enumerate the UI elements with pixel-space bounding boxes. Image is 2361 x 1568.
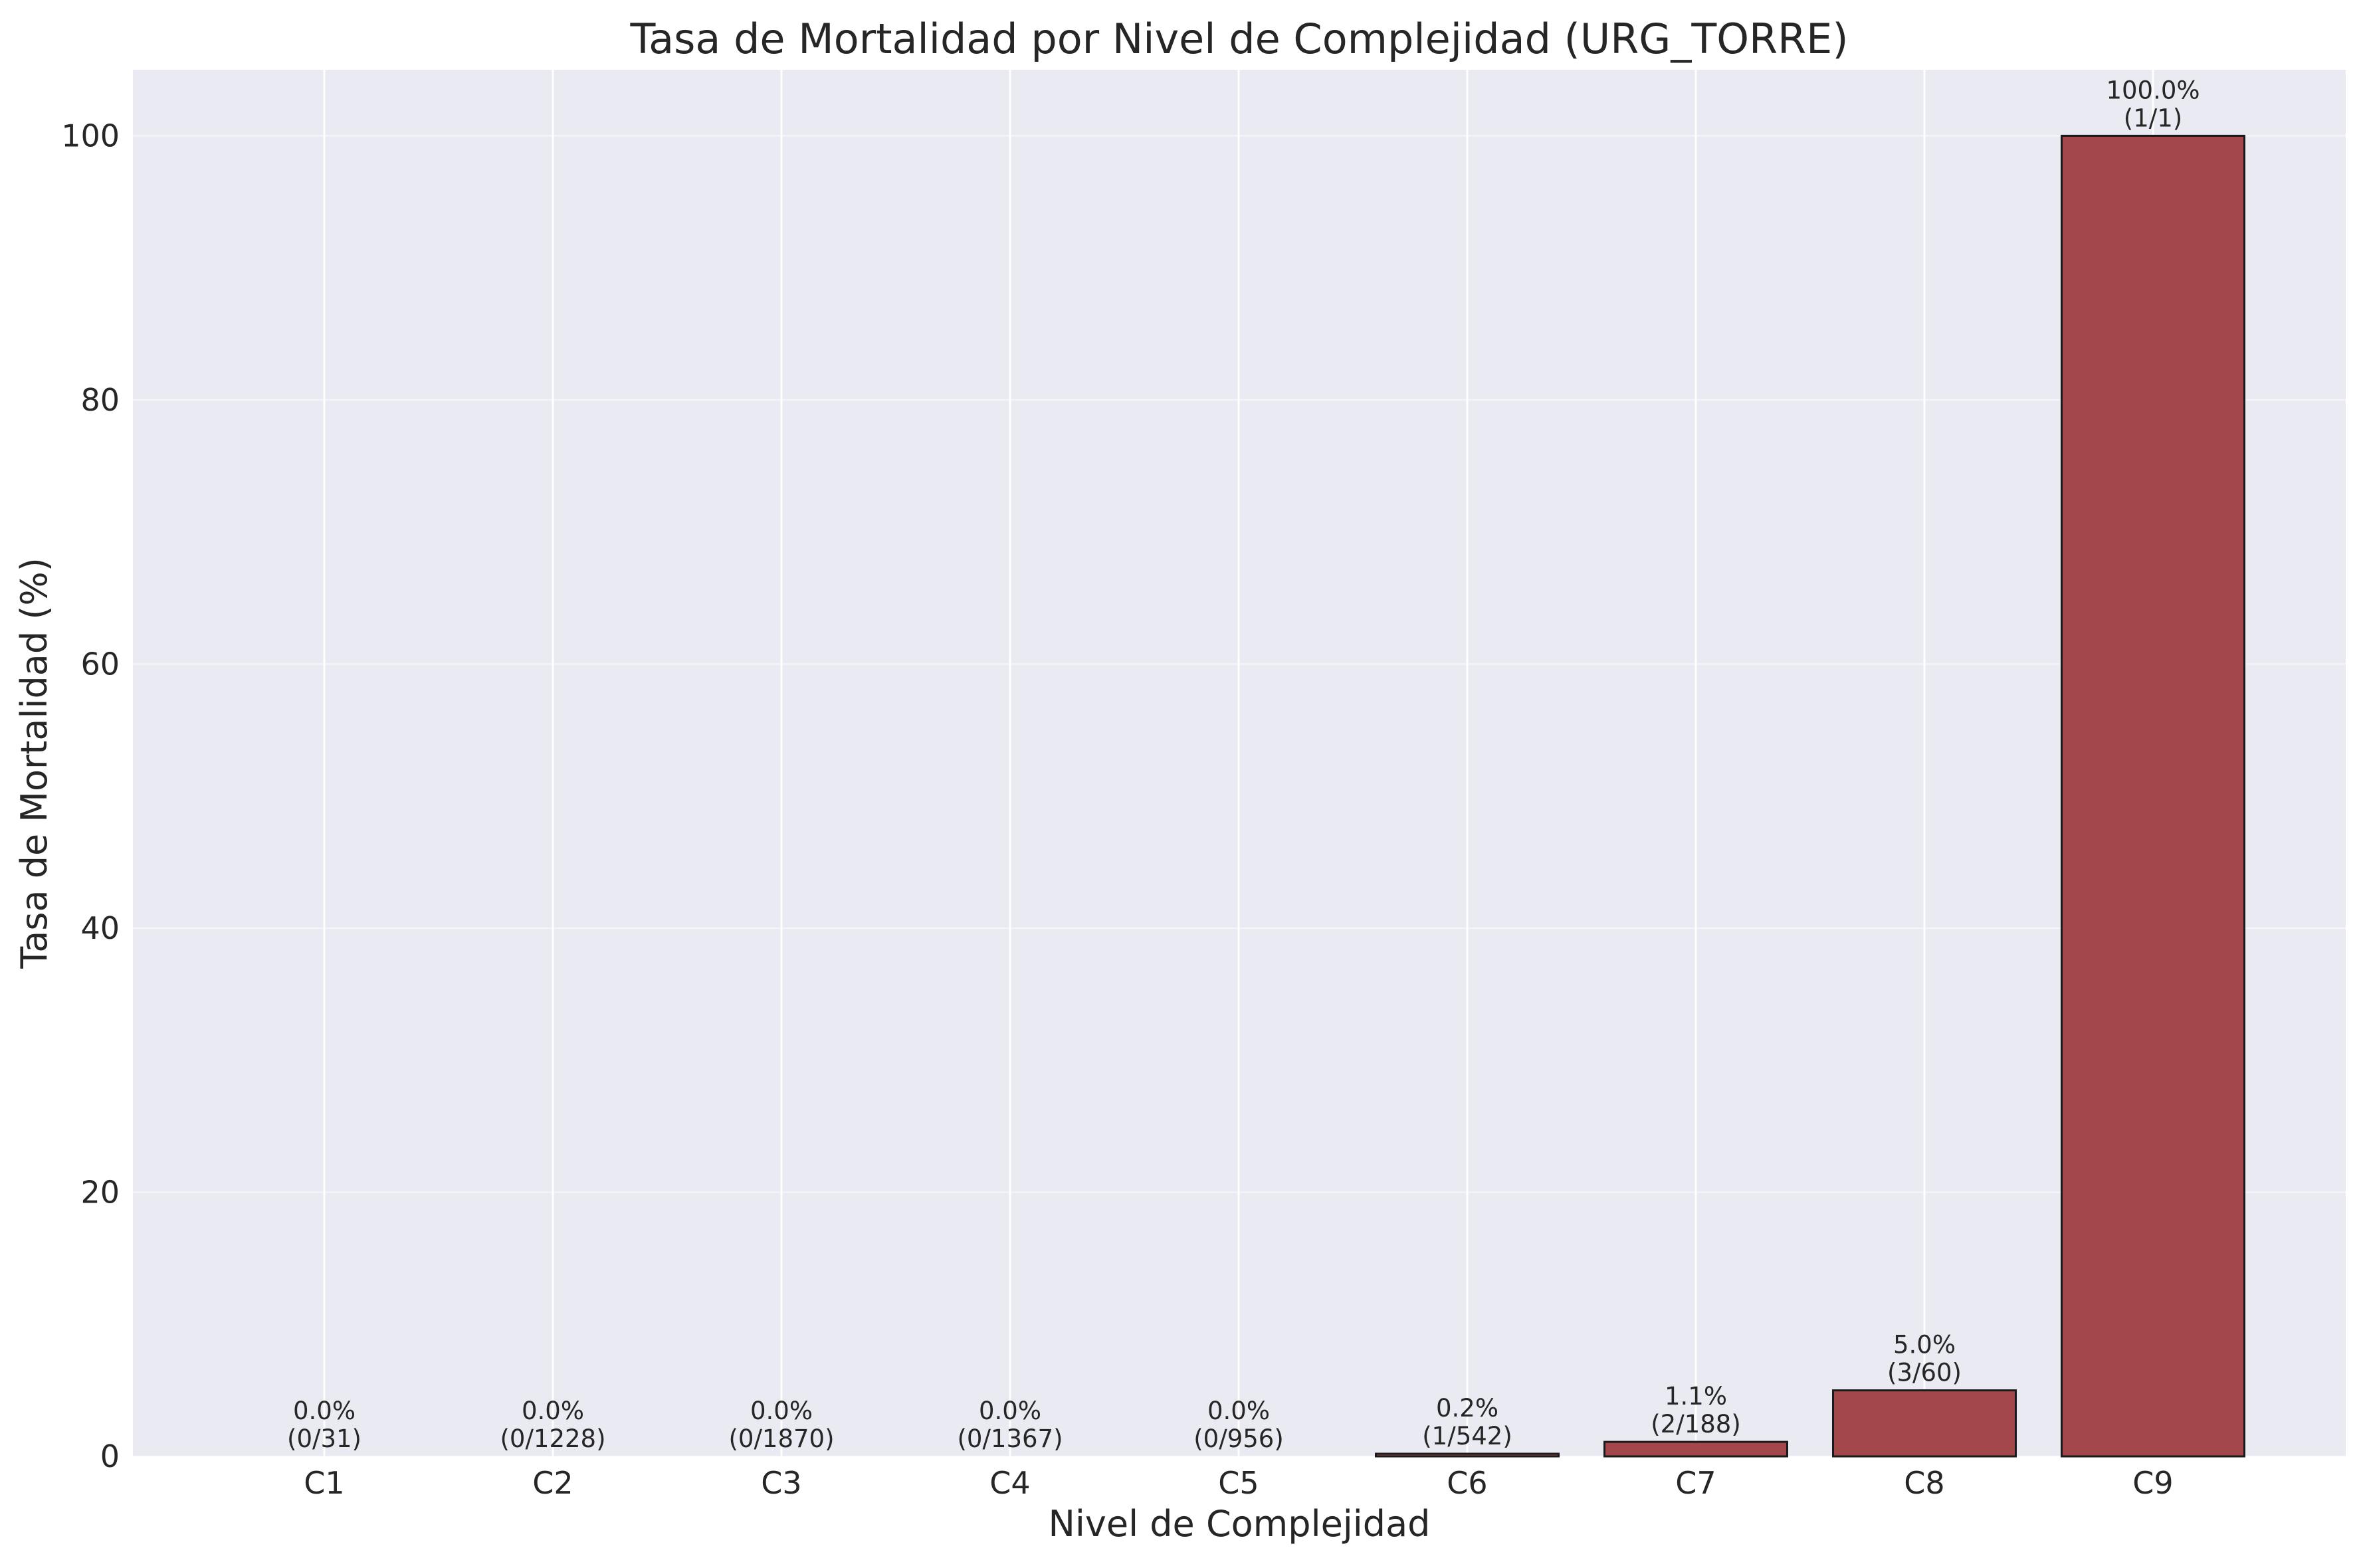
x-tick-label: C3 [761,1465,801,1501]
y-tick-label: 20 [80,1174,120,1210]
bar-value-label: 0.2% [1436,1394,1498,1422]
y-tick-label: 100 [61,118,120,153]
x-axis-ticks: C1 C2 C3 C4 C5 C6 C7 C8 C9 [304,1465,2173,1501]
bar-count-label: (3/60) [1887,1359,1962,1387]
chart-title: Tasa de Mortalidad por Nivel de Compleji… [629,15,1848,63]
bars [1375,134,2245,1458]
bar-value-label: 0.0% [1207,1397,1270,1425]
bar-count-label: (0/1228) [500,1424,605,1453]
bar-count-label: (0/1367) [957,1424,1063,1453]
x-axis-label: Nivel de Complejidad [1049,1503,1431,1545]
x-tick-label: C8 [1904,1465,1944,1501]
x-tick-label: C7 [1675,1465,1716,1501]
bar-c6 [1375,1452,1560,1458]
bar-value-label: 0.0% [979,1397,1041,1425]
x-tick-label: C5 [1218,1465,1259,1501]
bar-value-label: 1.1% [1665,1382,1727,1411]
bar-c8 [1832,1389,2017,1458]
y-axis-label: Tasa de Mortalidad (%) [13,557,55,969]
y-tick-label: 0 [100,1438,120,1474]
bar-count-label: (0/956) [1193,1424,1284,1453]
x-tick-label: C9 [2132,1465,2173,1501]
bar-value-label: 0.0% [293,1397,356,1425]
y-tick-label: 60 [80,646,120,682]
bar-count-label: (0/31) [287,1424,361,1453]
bar-count-label: (0/1870) [728,1424,834,1453]
bar-count-label: (2/188) [1651,1410,1741,1438]
data-labels: 0.0%(0/31)0.0%(0/1228)0.0%(0/1870)0.0%(0… [287,76,2200,1453]
bar-value-label: 100.0% [2106,76,2200,104]
bar-c7 [1603,1440,1788,1458]
x-tick-label: C1 [304,1465,344,1501]
bar-value-label: 5.0% [1893,1331,1956,1359]
bar-c9 [2061,134,2245,1458]
bar-value-label: 0.0% [750,1397,813,1425]
x-tick-label: C2 [532,1465,573,1501]
y-axis-ticks: 0 20 40 60 80 100 [61,118,120,1474]
x-tick-label: C6 [1447,1465,1487,1501]
bar-count-label: (1/542) [1422,1422,1512,1450]
y-tick-label: 80 [80,382,120,418]
bar-count-label: (1/1) [2124,104,2182,132]
x-tick-label: C4 [989,1465,1030,1501]
bar-value-label: 0.0% [522,1397,584,1425]
y-tick-label: 40 [80,910,120,946]
